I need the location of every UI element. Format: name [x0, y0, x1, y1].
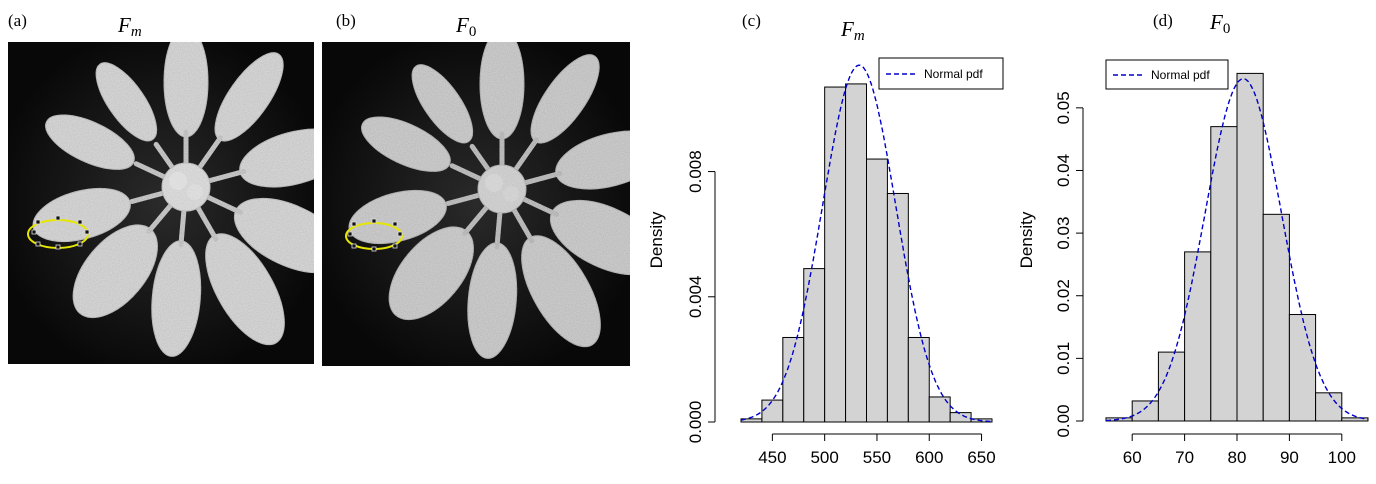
chart-d-bar-6 — [1262, 213, 1290, 422]
panel-b-title: F0 — [455, 13, 476, 40]
histogram-fm: (c) Fm Density 450 500 550 600 650 0.0000.00… — [647, 11, 1004, 467]
chart-d-x-tick-label-1: 70 — [1175, 448, 1194, 467]
fluorescence-image-f0 — [322, 42, 630, 366]
panel-b-title-sub: 0 — [469, 24, 477, 40]
chart-c-bar-5 — [845, 83, 867, 423]
chart-c-bar-4 — [824, 86, 847, 423]
chart-d-title: F0 — [1209, 10, 1230, 37]
chart-c-ylabel: Density — [647, 211, 666, 268]
fluorescence-image-fm — [8, 42, 314, 364]
chart-d-title-sub: 0 — [1223, 21, 1231, 37]
chart-d-y-tick-label-3: 0.03 — [1054, 217, 1073, 250]
chart-d-y-tick-label-5: 0.05 — [1054, 91, 1073, 124]
chart-d-x-tick-label-0: 60 — [1123, 448, 1142, 467]
histogram-f0: (d) F0 Density 60 70 80 90 100 0.000.010.020… — [1017, 10, 1369, 467]
chart-c-x-tick-label-0: 450 — [758, 448, 786, 467]
chart-d-y-tick-label-1: 0.01 — [1054, 342, 1073, 375]
chart-d-bar-8 — [1315, 392, 1343, 422]
chart-d-y-axis: 0.00 0.01 0.02 0.03 0.04 0.05 — [1054, 91, 1084, 438]
chart-c-bar-8 — [907, 336, 930, 423]
chart-c-y-tick-label-0: 0.000 — [686, 401, 705, 444]
chart-d-legend: Normal pdf — [1105, 59, 1229, 90]
chart-d-y-tick-label-0: 0.00 — [1054, 404, 1073, 437]
chart-d-bar-1 — [1131, 400, 1159, 422]
chart-c-y-tick-label-1: 0.004 — [686, 276, 705, 319]
chart-d-x-tick-label-4: 100 — [1328, 448, 1356, 467]
panel-b-title-base: F — [455, 13, 469, 37]
roi-ellipse-f0[interactable] — [345, 218, 403, 252]
chart-c-title-sub: m — [854, 28, 865, 44]
chart-c-normal-pdf-curve — [740, 64, 993, 423]
chart-c-x-tick-label-2: 550 — [863, 448, 891, 467]
chart-d-bar-4 — [1210, 126, 1238, 422]
chart-c-x-tick-label-1: 500 — [810, 448, 838, 467]
chart-d-title-base: F — [1209, 10, 1223, 34]
chart-d-bar-3 — [1184, 251, 1212, 422]
chart-d-x-tick-label-2: 80 — [1228, 448, 1247, 467]
chart-c-bar-10 — [949, 412, 972, 423]
chart-c-title-base: F — [840, 17, 854, 41]
panel-a-title-sub: m — [131, 24, 142, 40]
panel-a-title: Fm — [117, 13, 142, 40]
chart-d-normal-pdf-curve — [1105, 77, 1369, 422]
chart-c-y-tick-label-2: 0.008 — [686, 150, 705, 193]
chart-c-letter: (c) — [742, 11, 761, 30]
panel-b: (b) F0 — [322, 11, 630, 366]
chart-d-bar-9 — [1341, 417, 1369, 422]
chart-c-x-tick-label-3: 600 — [915, 448, 943, 467]
roi-ellipse-fm[interactable] — [27, 215, 90, 250]
chart-d-ylabel: Density — [1017, 211, 1036, 268]
chart-c-legend: Normal pdf — [878, 57, 1004, 90]
chart-c-x-axis: 450 500 550 600 650 — [758, 433, 996, 467]
chart-d-bars — [1105, 72, 1369, 422]
chart-d-letter: (d) — [1153, 11, 1173, 30]
chart-d-bar-5 — [1236, 72, 1264, 422]
chart-c-bar-1 — [761, 399, 784, 423]
chart-d-x-axis: 60 70 80 90 100 — [1123, 433, 1356, 467]
chart-d-y-tick-label-2: 0.02 — [1054, 279, 1073, 312]
chart-d-legend-label: Normal pdf — [1151, 68, 1210, 82]
chart-d-y-tick-label-4: 0.04 — [1054, 154, 1073, 187]
chart-c-y-axis: 0.000 0.004 0.008 — [686, 150, 716, 444]
chart-d-bar-7 — [1288, 314, 1317, 422]
chart-c-title: Fm — [840, 17, 865, 44]
panel-a: (a) Fm — [8, 11, 314, 364]
panel-a-title-base: F — [117, 13, 131, 37]
chart-c-legend-label: Normal pdf — [924, 67, 983, 81]
chart-c-bar-6 — [866, 158, 888, 423]
chart-c-bars — [740, 83, 993, 423]
chart-c-bar-9 — [928, 396, 951, 423]
chart-c-x-tick-label-4: 650 — [967, 448, 995, 467]
chart-d-x-tick-label-3: 90 — [1280, 448, 1299, 467]
panel-b-letter: (b) — [336, 11, 356, 30]
panel-a-letter: (a) — [8, 11, 27, 30]
chart-c-bar-7 — [886, 192, 909, 423]
chart-d-bar-2 — [1157, 351, 1186, 422]
